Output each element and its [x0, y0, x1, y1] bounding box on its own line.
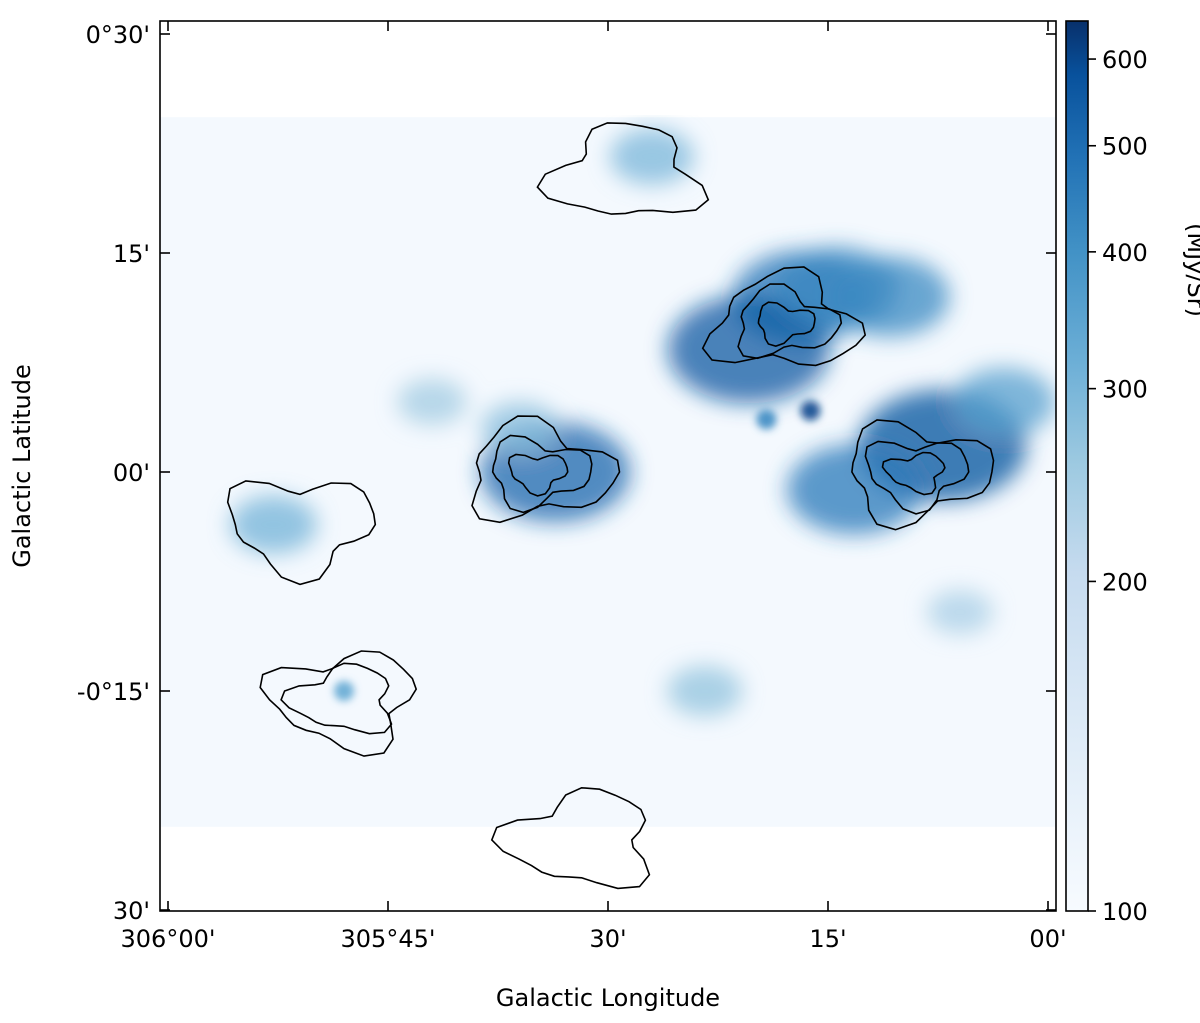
- contour-top-fragment-level-1: [536, 122, 710, 215]
- colorbar-label: (MJy/Sr): [1182, 223, 1200, 317]
- contour-east-complex-level-1: [851, 419, 995, 531]
- colorbar-tick-label: 500: [1102, 133, 1148, 161]
- x-tick-label: 305°45': [341, 925, 436, 953]
- emission-compact-source-2: [756, 409, 777, 430]
- contour-south-bottom-level-1: [490, 786, 651, 890]
- emission-southern-source-a: [334, 681, 354, 701]
- emission-northern-arc: [829, 256, 950, 337]
- contour-north-east-complex-level-3: [757, 301, 816, 347]
- emission-east-shell: [786, 444, 922, 535]
- colorbar-tick-label: 200: [1102, 568, 1148, 596]
- y-tick-label: -0°15': [77, 678, 150, 706]
- contour-north-east-complex-level-1: [701, 266, 867, 367]
- colorbar-tick-label: 100: [1102, 898, 1148, 926]
- contour-east-complex-level-3: [881, 451, 946, 496]
- x-tick-label: 15': [809, 925, 846, 953]
- emission-top-knot: [610, 128, 694, 185]
- x-axis-ticks: 306°00' 305°45' 30' 15' 00': [121, 21, 1067, 953]
- emission-south-east-knot: [927, 590, 993, 635]
- contour-north-east-complex-level-2: [737, 283, 843, 360]
- contour-west-complex-level-1: [226, 480, 377, 586]
- emission-central-extension: [481, 402, 559, 455]
- x-tick-label: 30': [589, 925, 626, 953]
- emission-west-knot: [397, 378, 467, 425]
- x-tick-label: 00': [1029, 925, 1066, 953]
- y-tick-label: 00': [113, 459, 150, 487]
- contour-east-complex-level-2: [864, 440, 970, 515]
- colorbar-tick-label: 300: [1102, 376, 1148, 404]
- y-axis-title: Galactic Latitude: [8, 364, 36, 568]
- emission-north-east-core: [667, 295, 830, 404]
- contour-central-complex-level-1: [471, 415, 621, 524]
- y-tick-label: 30': [113, 897, 150, 925]
- y-axis-ticks: 0°30' 15' 00' -0°15' 30': [77, 21, 1056, 925]
- x-tick-label: 306°00': [121, 925, 216, 953]
- colorbar-ticks: 100 200 300 400 500 600: [1088, 46, 1148, 926]
- y-tick-label: 15': [113, 240, 150, 268]
- emission-southern-bubble: [667, 666, 743, 716]
- emission-layer: [230, 128, 1055, 716]
- contour-southern-loop-level-2: [280, 662, 393, 735]
- x-axis-title: Galactic Longitude: [496, 984, 720, 1012]
- contour-central-complex-level-2: [491, 434, 593, 514]
- colorbar-tick-label: 600: [1102, 46, 1148, 74]
- emission-west-cloud: [230, 495, 318, 554]
- emission-east-rim: [953, 367, 1055, 436]
- contour-central-complex-level-3: [507, 453, 569, 497]
- emission-compact-source-1: [800, 400, 821, 421]
- contour-southern-loop-level-1: [259, 650, 418, 757]
- colorbar: [1065, 20, 1089, 912]
- contour-layer: [226, 122, 995, 890]
- compact-cores-layer: [334, 400, 821, 701]
- colorbar-tick-label: 400: [1102, 239, 1148, 267]
- y-tick-label: 0°30': [86, 21, 150, 49]
